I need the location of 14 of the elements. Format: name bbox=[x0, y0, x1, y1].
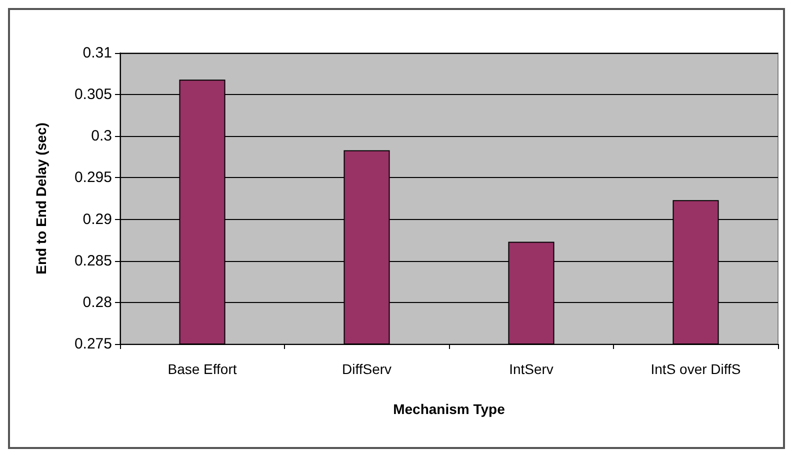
y-tick-label: 0.275 bbox=[74, 336, 112, 352]
x-tick-label: Base Effort bbox=[168, 361, 237, 377]
y-tick-label: 0.295 bbox=[74, 169, 112, 186]
x-axis-title: Mechanism Type bbox=[393, 401, 506, 417]
x-tick-label: DiffServ bbox=[342, 361, 392, 377]
y-tick-label: 0.28 bbox=[82, 294, 112, 311]
y-tick-label: 0.3 bbox=[91, 128, 112, 145]
y-tick-label: 0.285 bbox=[74, 252, 112, 270]
y-tick-label: 0.305 bbox=[74, 86, 112, 104]
y-axis-title: End to End Delay (sec) bbox=[33, 122, 49, 274]
y-tick-label: 0.29 bbox=[82, 210, 112, 228]
x-tick-label: IntS over DiffS bbox=[650, 361, 741, 377]
x-tick-label: IntServ bbox=[509, 361, 554, 377]
y-tick-label: 0.31 bbox=[82, 44, 112, 62]
